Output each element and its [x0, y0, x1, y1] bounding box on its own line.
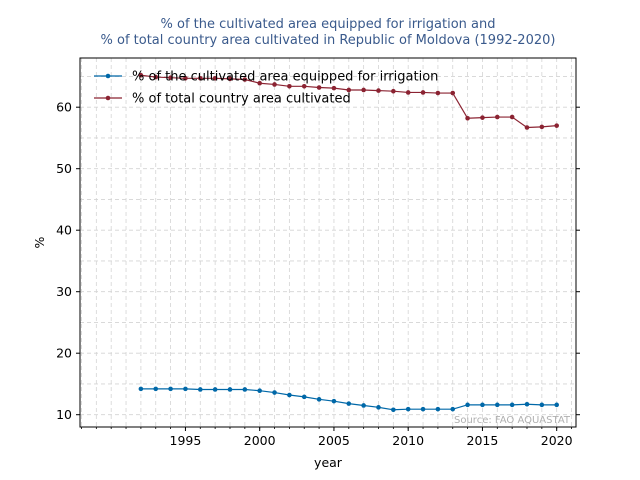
data-point [420, 90, 426, 95]
data-point [153, 74, 159, 80]
data-point [361, 87, 366, 93]
y-tick-label: 30 [56, 284, 72, 299]
data-point [554, 402, 559, 408]
data-point [227, 76, 233, 82]
data-point [450, 406, 456, 412]
chart-title-line-2: % of total country area cultivated in Re… [101, 33, 556, 48]
data-point [153, 386, 159, 392]
data-point [494, 114, 500, 120]
data-point [331, 85, 337, 91]
data-point [301, 83, 307, 89]
x-tick-label: 2020 [541, 433, 573, 448]
x-tick-label: 2015 [467, 433, 499, 448]
data-point [391, 88, 396, 94]
data-point [480, 402, 485, 408]
data-point [183, 386, 188, 392]
data-point [272, 82, 277, 87]
data-point [405, 406, 411, 412]
series-layer [138, 72, 559, 413]
x-tick-label: 2000 [244, 433, 276, 448]
chart-title-line-1: % of the cultivated area equipped for ir… [161, 17, 496, 32]
data-point [376, 405, 381, 410]
series-1 [138, 72, 559, 130]
x-tick-label: 2005 [318, 433, 350, 448]
y-tick-label: 50 [56, 161, 72, 176]
data-point [539, 402, 545, 408]
data-point [524, 401, 530, 407]
data-point [509, 402, 515, 408]
data-point [212, 387, 218, 392]
y-tick-label: 60 [56, 100, 72, 115]
data-point [450, 90, 456, 96]
legend-marker [105, 73, 111, 79]
legend-label: % of the cultivated area equipped for ir… [132, 70, 438, 85]
data-point [376, 88, 381, 93]
data-point [405, 90, 411, 95]
x-tick-label: 1995 [170, 433, 202, 448]
legend-item: % of the cultivated area equipped for ir… [94, 70, 438, 85]
data-point [435, 90, 441, 96]
data-point [138, 386, 144, 392]
data-point [465, 115, 470, 121]
x-axis-label: year [314, 455, 343, 470]
data-point [465, 402, 470, 408]
data-point [435, 406, 441, 412]
data-point [331, 398, 337, 404]
data-point [272, 390, 277, 395]
data-point [287, 83, 292, 89]
data-point [227, 387, 233, 392]
legend: % of the cultivated area equipped for ir… [94, 70, 438, 107]
data-point [257, 80, 262, 86]
chart-title: % of the cultivated area equipped for ir… [101, 17, 556, 48]
y-tick-label: 40 [56, 223, 72, 238]
y-tick-label: 20 [56, 346, 72, 361]
data-point [524, 125, 530, 130]
data-point [287, 392, 292, 398]
y-axis-label: % [32, 236, 47, 248]
plot-frame [79, 57, 577, 428]
data-point [168, 386, 173, 392]
series-0 [138, 386, 559, 413]
data-point [316, 397, 322, 402]
grid-layer [80, 58, 576, 427]
source-note: Source: FAO AQUASTAT [454, 415, 571, 426]
data-point [242, 387, 248, 392]
data-point [242, 77, 248, 82]
data-point [197, 387, 203, 392]
data-point [316, 85, 322, 90]
legend-label: % of total country area cultivated [132, 92, 351, 107]
data-point [197, 75, 203, 81]
series-line [140, 388, 557, 411]
data-point [212, 75, 218, 81]
data-point [494, 402, 500, 408]
data-point [509, 114, 515, 120]
data-point [183, 75, 188, 81]
legend-marker [105, 95, 111, 101]
data-point [539, 124, 545, 130]
data-point [138, 72, 144, 78]
data-point [301, 394, 307, 400]
y-tick-label: 10 [56, 407, 72, 422]
data-point [168, 75, 173, 80]
data-point [257, 388, 262, 394]
data-point [391, 407, 396, 413]
legend-item: % of total country area cultivated [94, 92, 351, 107]
x-tick-label: 2010 [392, 433, 424, 448]
data-point [420, 406, 426, 412]
data-point [361, 403, 366, 408]
data-point [346, 87, 352, 93]
ticks-layer: 1995 2000 2005 2010 2015 2020 10 20 30 40 50 60 [56, 100, 580, 448]
data-point [480, 115, 485, 120]
data-point [346, 401, 352, 406]
data-point [554, 123, 559, 128]
